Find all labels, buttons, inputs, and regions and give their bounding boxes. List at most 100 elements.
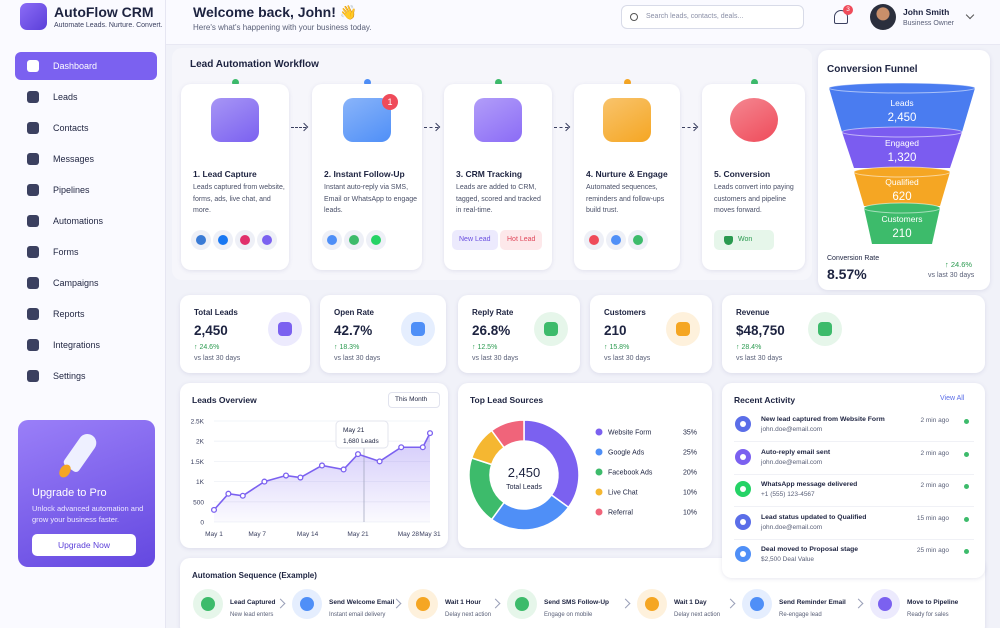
legend-label: Google Ads (608, 450, 645, 457)
channel-icon (257, 230, 277, 250)
sequence-title: Automation Sequence (Example) (192, 571, 317, 580)
nav-label: Integrations (53, 340, 101, 350)
nav-item[interactable]: Pipelines (15, 176, 157, 204)
flow-arrow (424, 127, 438, 128)
nav-item[interactable]: Integrations (15, 331, 157, 359)
y-tick-label: 2.5K (191, 419, 205, 426)
value-label: 25% (683, 450, 697, 457)
step-title: 5. Conversion (714, 169, 771, 179)
nav-label: Campaigns (53, 278, 99, 288)
step-text: Automated sequences, reminders and follo… (586, 184, 665, 214)
channel-icon (322, 230, 342, 250)
workflow-step: 4. Nurture & Engage Automated sequences, … (574, 84, 680, 270)
point (354, 451, 362, 458)
nav-item[interactable]: Dashboard (15, 52, 157, 80)
flow-arrow (682, 127, 696, 128)
funnel-stage (842, 132, 962, 168)
step-text: Leads captured from website, forms, ads,… (193, 184, 285, 214)
x-tick-label: May 7 (248, 531, 266, 538)
step-text: Leads are added to CRM, tagged, scored a… (456, 184, 541, 214)
activity-title: Recent Activity (734, 395, 796, 405)
step-dot (232, 79, 239, 86)
stat-glyph (676, 322, 690, 336)
channel-glyph (262, 235, 272, 245)
workflow-step: 1. Lead Capture Leads captured from websi… (181, 84, 289, 270)
nav-icon (27, 91, 39, 103)
sequence-glyph (515, 597, 529, 611)
y-tick-label: 1K (196, 479, 205, 486)
stat-glyph (411, 322, 425, 336)
sequence-icon (408, 589, 438, 619)
avatar (870, 4, 896, 30)
funnel-stage-value: 2,450 (888, 112, 917, 124)
x-tick-label: May 1 (205, 531, 223, 538)
status-dot (964, 549, 969, 554)
step-dot (624, 79, 631, 86)
nav-label: Reports (53, 309, 85, 319)
funnel-rim (828, 82, 976, 94)
channel-glyph (371, 235, 381, 245)
sequence-glyph (878, 597, 892, 611)
activity-sub: john.doe@email.com (761, 523, 823, 531)
nav-icon (27, 184, 39, 196)
nav-icon (27, 370, 39, 382)
activity-icon (735, 513, 751, 530)
legend-label: Live Chat (608, 490, 638, 497)
nav-label: Contacts (53, 123, 89, 133)
workflow-step: 1 2. Instant Follow-Up Instant auto-reply … (312, 84, 422, 270)
point (282, 472, 290, 479)
stat-icon (666, 312, 700, 346)
search-box[interactable]: Search leads, contacts, deals... (621, 5, 804, 29)
value-label: 35% (683, 430, 697, 437)
nav-icon (27, 60, 39, 72)
activity-glyph (740, 518, 746, 525)
channel-glyph (589, 235, 599, 245)
sidebar: AutoFlow CRM Automate Leads. Nurture. Con… (0, 0, 166, 628)
nav-item[interactable]: Automations (15, 207, 157, 235)
nav-label: Messages (53, 154, 95, 164)
activity-sub: john.doe@email.com (761, 458, 823, 466)
channel-icon (344, 230, 364, 250)
nav-item[interactable]: Campaigns (15, 269, 157, 297)
activity-glyph (740, 453, 746, 460)
divider (734, 473, 974, 475)
channel-glyph (196, 235, 206, 245)
chart-title: Leads Overview (192, 395, 257, 405)
upgrade-button[interactable]: Upgrade Now (32, 534, 136, 556)
sequence-glyph (416, 597, 430, 611)
step-title: 3. CRM Tracking (456, 169, 523, 179)
activity-time: 15 min ago (916, 514, 949, 522)
stat-glyph (544, 322, 558, 336)
sequence-icon (507, 589, 537, 619)
sequence-step-title: Lead Captured (230, 599, 276, 606)
nav-item[interactable]: Leads (15, 83, 157, 111)
nav-label: Settings (53, 371, 86, 381)
divider (734, 506, 974, 507)
nav-item[interactable]: Messages (15, 145, 157, 173)
stat-period: vs last 30 days (334, 355, 381, 362)
stat-label: Customers (604, 308, 646, 317)
activity-sub: +1 (555) 123-4567 (761, 491, 815, 498)
nav-item[interactable]: Contacts (15, 114, 157, 142)
rate-label: Conversion Rate (827, 255, 880, 262)
stat-value: 2,450 (194, 323, 228, 338)
filter-dropdown[interactable]: This Month (388, 392, 440, 408)
nav-icon (27, 339, 39, 351)
nav-item[interactable]: Settings (15, 362, 157, 390)
sequence-step-title: Send SMS Follow-Up (544, 599, 609, 606)
y-tick-label: 2K (196, 439, 205, 446)
notification-bell[interactable] (834, 10, 848, 24)
sequence-step-sub: Delay next action (674, 612, 721, 618)
point (398, 444, 405, 451)
point (419, 444, 426, 451)
nav-item[interactable]: Reports (15, 300, 157, 328)
view-all-link[interactable]: View All (940, 395, 965, 402)
channel-icon (606, 230, 626, 250)
legend-dot (595, 428, 603, 436)
sequence-step-sub: Re-engage lead (779, 612, 822, 618)
sequence-step-sub: New lead enters (230, 612, 274, 618)
nav-item[interactable]: Forms (15, 238, 157, 266)
point (210, 506, 218, 513)
point (318, 462, 326, 469)
activity-title-text: Lead status updated to Qualified (761, 513, 867, 521)
